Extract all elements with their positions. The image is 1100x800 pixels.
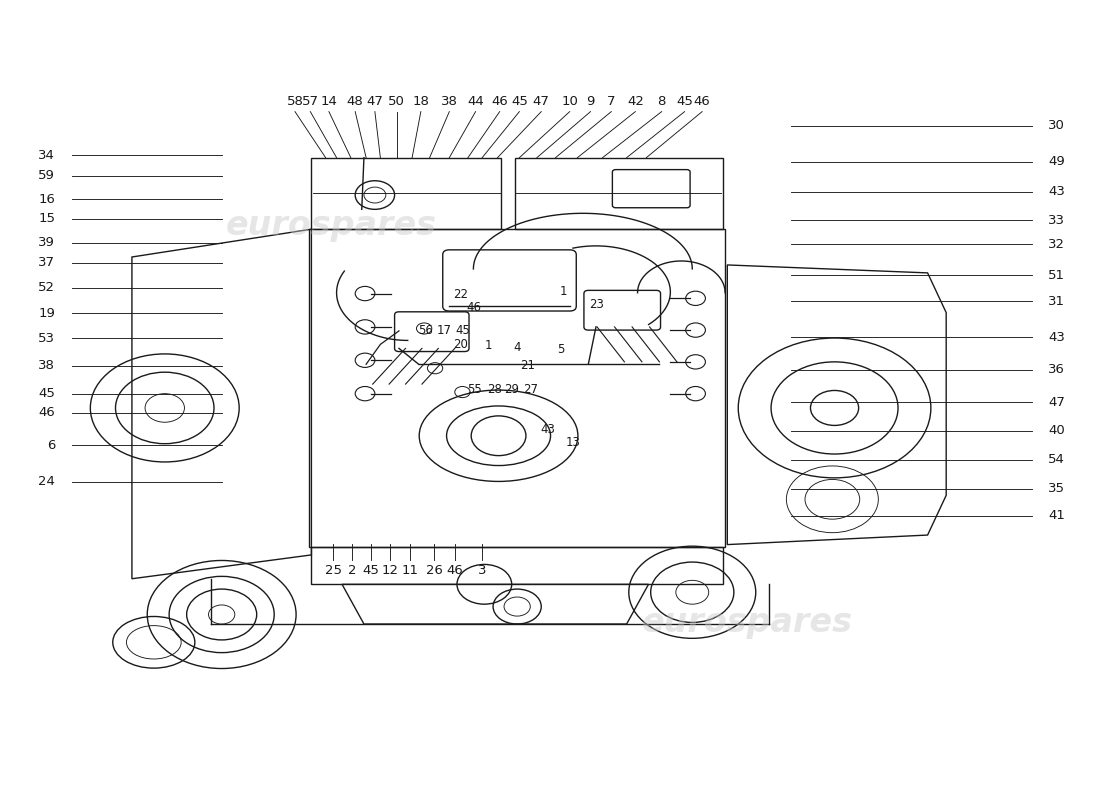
Text: 46: 46 bbox=[39, 406, 55, 419]
Text: 39: 39 bbox=[39, 236, 55, 250]
Text: 58: 58 bbox=[287, 94, 304, 108]
Text: 50: 50 bbox=[388, 94, 405, 108]
Text: 33: 33 bbox=[1048, 214, 1065, 227]
Text: 13: 13 bbox=[565, 436, 581, 449]
Text: 20: 20 bbox=[453, 338, 468, 351]
Text: 51: 51 bbox=[1048, 269, 1065, 282]
Text: 28: 28 bbox=[486, 383, 502, 396]
Text: 41: 41 bbox=[1048, 510, 1065, 522]
Text: 3: 3 bbox=[477, 564, 486, 577]
Text: 1: 1 bbox=[485, 339, 493, 353]
Text: 23: 23 bbox=[590, 298, 605, 311]
Text: 53: 53 bbox=[39, 331, 55, 345]
Text: 6: 6 bbox=[47, 438, 55, 452]
Text: 34: 34 bbox=[39, 149, 55, 162]
Text: 38: 38 bbox=[39, 359, 55, 372]
Text: 7: 7 bbox=[607, 94, 616, 108]
Text: 54: 54 bbox=[1048, 453, 1065, 466]
Text: 30: 30 bbox=[1048, 119, 1065, 133]
Text: 43: 43 bbox=[1048, 330, 1065, 344]
Text: 47: 47 bbox=[532, 94, 550, 108]
Text: 42: 42 bbox=[627, 94, 644, 108]
Text: 24: 24 bbox=[39, 475, 55, 488]
Text: 2: 2 bbox=[348, 564, 356, 577]
Text: 45: 45 bbox=[455, 324, 470, 338]
Text: 9: 9 bbox=[586, 94, 595, 108]
Text: 45: 45 bbox=[676, 94, 693, 108]
Text: 19: 19 bbox=[39, 307, 55, 320]
Text: 14: 14 bbox=[320, 94, 338, 108]
Text: 12: 12 bbox=[382, 564, 398, 577]
Text: 56: 56 bbox=[418, 324, 432, 338]
Text: 47: 47 bbox=[366, 94, 383, 108]
Text: 10: 10 bbox=[561, 94, 579, 108]
Text: 18: 18 bbox=[412, 94, 429, 108]
Text: 26: 26 bbox=[426, 564, 442, 577]
Text: 27: 27 bbox=[522, 383, 538, 396]
Text: 44: 44 bbox=[468, 94, 484, 108]
Text: 15: 15 bbox=[39, 212, 55, 226]
Text: 4: 4 bbox=[514, 341, 521, 354]
Text: 52: 52 bbox=[39, 282, 55, 294]
Text: 22: 22 bbox=[453, 288, 468, 301]
Text: 47: 47 bbox=[1048, 396, 1065, 409]
Text: 32: 32 bbox=[1048, 238, 1065, 250]
Text: 46: 46 bbox=[447, 564, 463, 577]
Text: 45: 45 bbox=[362, 564, 378, 577]
Text: 17: 17 bbox=[437, 324, 451, 338]
Text: 57: 57 bbox=[301, 94, 319, 108]
Text: 5: 5 bbox=[558, 342, 564, 356]
Text: 31: 31 bbox=[1048, 295, 1065, 308]
Text: eurospares: eurospares bbox=[226, 209, 437, 242]
Text: 37: 37 bbox=[39, 256, 55, 269]
Text: 46: 46 bbox=[492, 94, 508, 108]
Text: 43: 43 bbox=[1048, 186, 1065, 198]
Text: 46: 46 bbox=[466, 302, 481, 314]
Text: 46: 46 bbox=[694, 94, 711, 108]
Text: 49: 49 bbox=[1048, 155, 1065, 168]
Text: 55: 55 bbox=[468, 383, 482, 396]
Text: 16: 16 bbox=[39, 193, 55, 206]
Text: eurospares: eurospares bbox=[641, 606, 852, 639]
Text: 8: 8 bbox=[658, 94, 666, 108]
Text: 40: 40 bbox=[1048, 425, 1065, 438]
Text: 43: 43 bbox=[540, 423, 556, 436]
Text: 48: 48 bbox=[346, 94, 364, 108]
Text: 59: 59 bbox=[39, 170, 55, 182]
Text: 1: 1 bbox=[560, 286, 566, 298]
Text: 35: 35 bbox=[1048, 482, 1065, 495]
Text: 11: 11 bbox=[402, 564, 418, 577]
Text: 29: 29 bbox=[504, 383, 519, 396]
Text: 45: 45 bbox=[39, 387, 55, 400]
Text: 36: 36 bbox=[1048, 363, 1065, 376]
Text: 38: 38 bbox=[441, 94, 458, 108]
Text: 25: 25 bbox=[324, 564, 342, 577]
Text: 45: 45 bbox=[510, 94, 528, 108]
Text: 21: 21 bbox=[520, 359, 536, 372]
